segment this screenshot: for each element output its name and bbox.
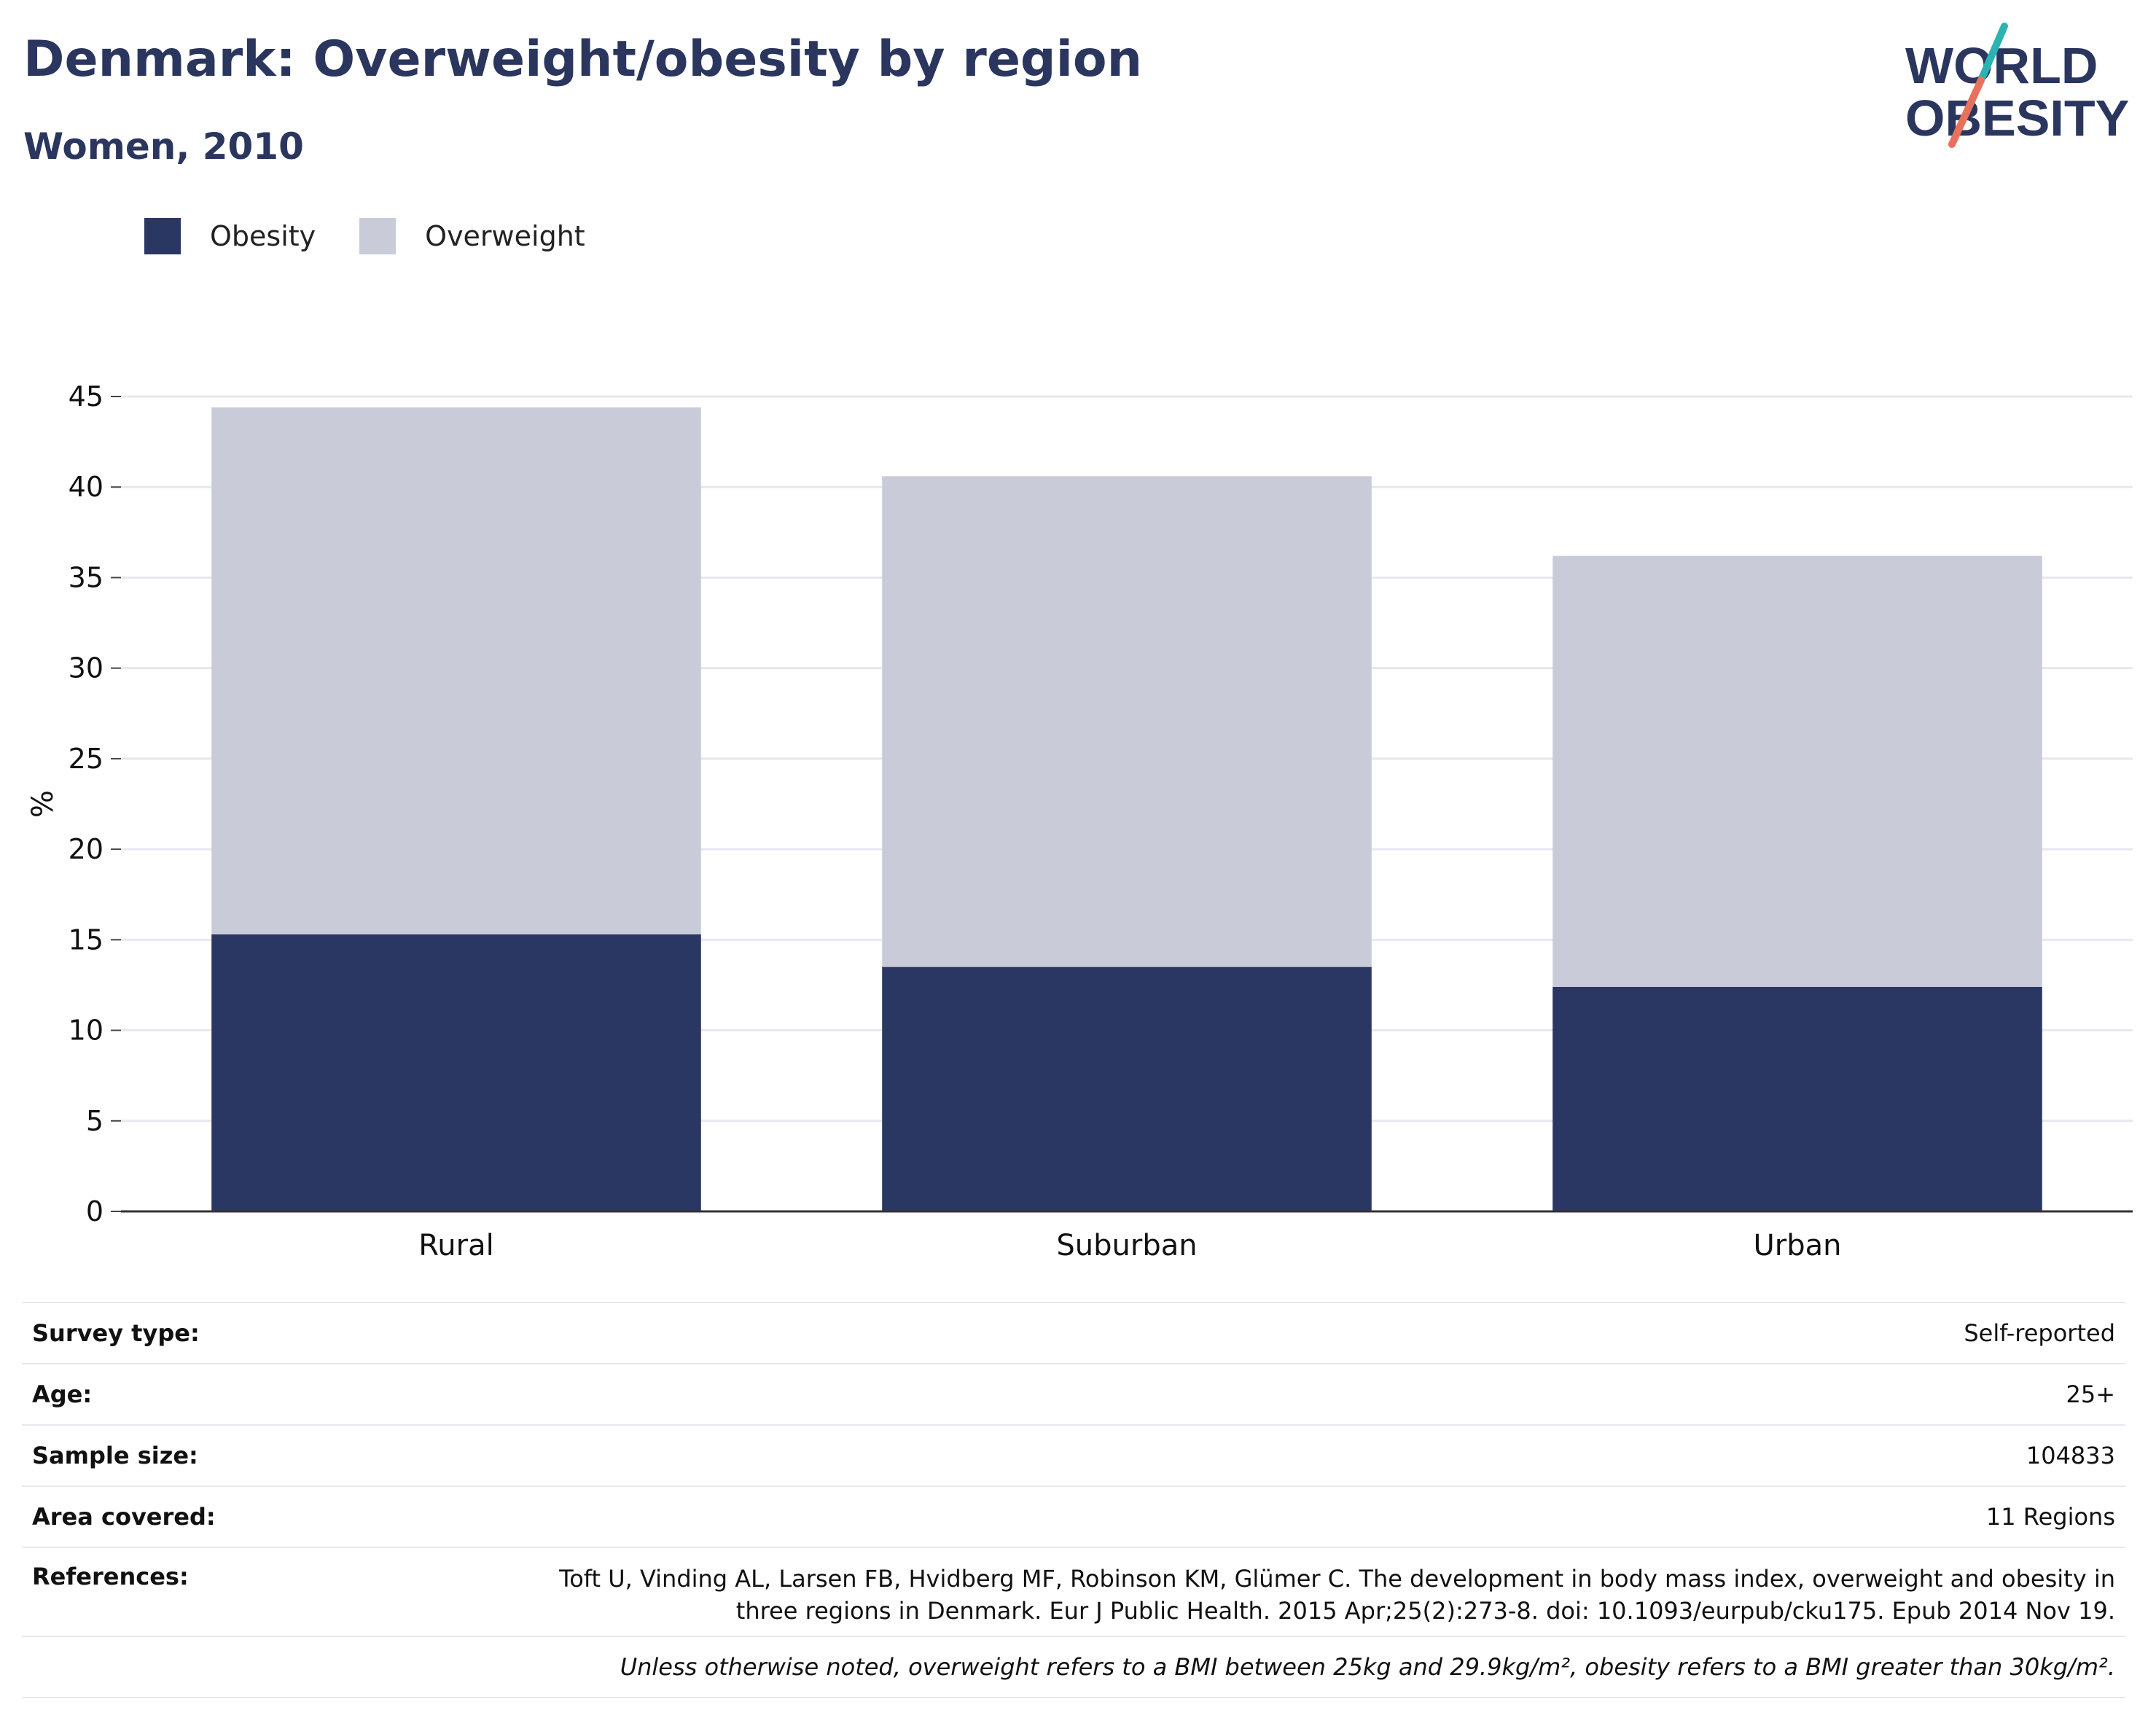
legend-swatch-overweight: [359, 218, 397, 254]
chart-legend: Obesity Overweight: [144, 216, 629, 257]
y-tick-label: 5: [86, 1105, 103, 1137]
bar-obesity-urban[interactable]: [1552, 986, 2042, 1211]
area-covered-label: Area covered:: [32, 1503, 216, 1531]
y-axis-label: %: [26, 790, 60, 818]
x-tick-label: Suburban: [1056, 1229, 1197, 1262]
bar-overweight-urban[interactable]: [1552, 555, 2042, 987]
world-obesity-logo: WORLD OBESITY: [1905, 23, 2129, 148]
legend-swatch-obesity: [144, 218, 181, 254]
info-row-area-covered: Area covered: 11 Regions: [22, 1485, 2125, 1547]
age-label: Age:: [32, 1380, 93, 1408]
legend-item-obesity[interactable]: Obesity: [144, 218, 316, 254]
info-row-sample-size: Sample size: 104833: [22, 1424, 2125, 1485]
info-row-bmi-note: Unless otherwise noted, overweight refer…: [22, 1636, 2125, 1698]
bar-overweight-rural[interactable]: [211, 407, 701, 934]
legend-label-obesity: Obesity: [210, 220, 316, 252]
age-value: 25+: [2066, 1380, 2115, 1408]
references-value: Toft U, Vinding AL, Larsen FB, Hvidberg …: [559, 1565, 2115, 1625]
info-row-survey-type: Survey type: Self-reported: [22, 1302, 2125, 1363]
y-tick-label: 35: [69, 561, 103, 593]
chart-title: Denmark: Overweight/obesity by region: [23, 31, 1143, 88]
bar-obesity-rural[interactable]: [211, 934, 701, 1211]
survey-type-label: Survey type:: [32, 1319, 200, 1347]
axes: 0 5 10 15 20 25 30 35 40 45% Rural Suburban Urban: [26, 380, 2133, 1262]
x-tick-label: Rural: [418, 1229, 493, 1262]
area-covered-value: 11 Regions: [1985, 1503, 2115, 1531]
logo-slash-teal: [1977, 23, 2008, 84]
logo-word-world: WORLD: [1905, 37, 2098, 94]
x-tick-label: Urban: [1754, 1229, 1842, 1262]
survey-type-value: Self-reported: [1964, 1319, 2115, 1347]
bmi-definition-note: Unless otherwise noted, overweight refer…: [620, 1653, 2115, 1681]
y-tick-label: 20: [69, 833, 103, 865]
bar-overweight-suburban[interactable]: [882, 476, 1372, 967]
sample-size-label: Sample size:: [32, 1442, 198, 1469]
legend-label-overweight: Overweight: [425, 220, 585, 252]
chart-subtitle: Women, 2010: [23, 125, 304, 168]
y-tick-label: 0: [86, 1195, 103, 1227]
logo-word-obesity: OBESITY: [1905, 90, 2129, 147]
sample-size-value: 104833: [2026, 1442, 2115, 1469]
references-label: References:: [32, 1563, 189, 1590]
stacked-bar-chart: 0 5 10 15 20 25 30 35 40 45% Rural Suburban Urban: [26, 380, 2133, 1262]
logo-slash-coral: [1948, 77, 1985, 148]
y-tick-label: 10: [69, 1015, 103, 1047]
y-tick-label: 45: [69, 380, 103, 413]
y-tick-label: 40: [69, 471, 103, 503]
bars: [211, 407, 2042, 1211]
legend-item-overweight[interactable]: Overweight: [359, 218, 585, 254]
y-tick-label: 15: [69, 923, 103, 956]
bar-obesity-suburban[interactable]: [882, 966, 1372, 1211]
info-row-references: References: Toft U, Vinding AL, Larsen F…: [22, 1547, 2125, 1636]
y-tick-label: 25: [69, 743, 103, 775]
info-row-age: Age: 25+: [22, 1363, 2125, 1424]
y-tick-label: 30: [69, 652, 103, 684]
survey-info-table: Survey type: Self-reported Age: 25+ Samp…: [22, 1302, 2125, 1698]
